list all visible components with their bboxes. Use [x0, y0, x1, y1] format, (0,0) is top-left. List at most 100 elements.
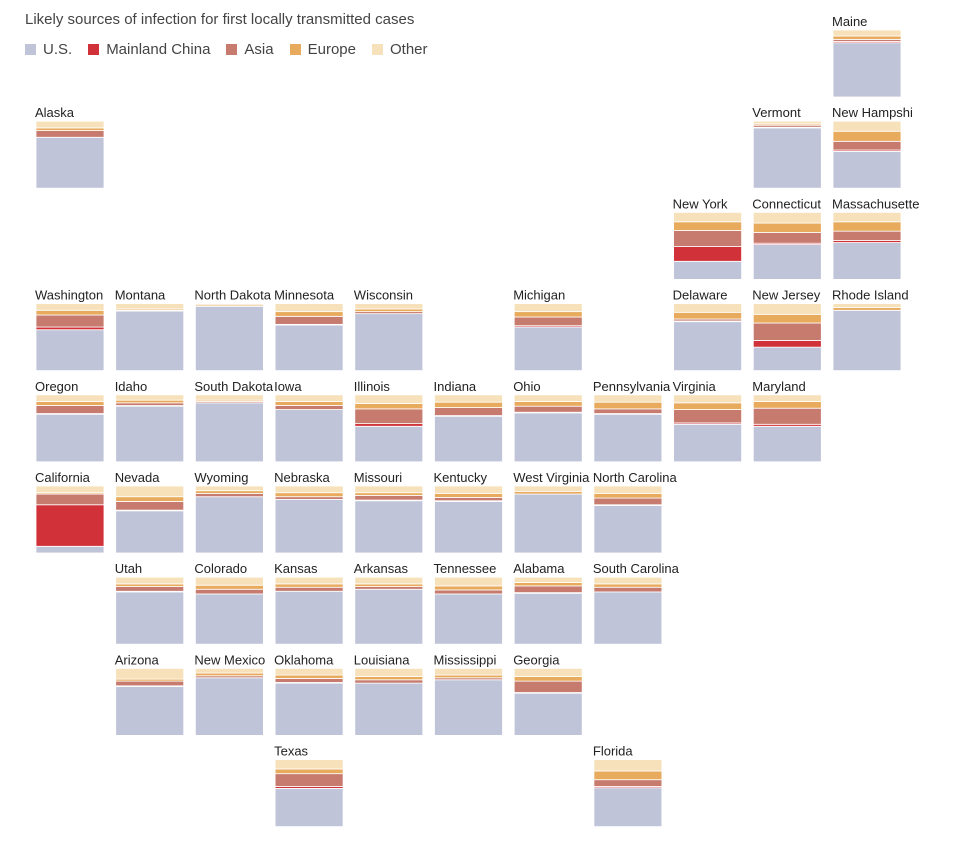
bar-segment-us — [434, 679, 503, 736]
bar-segment-europe — [513, 676, 583, 682]
bar-segment-europe — [593, 492, 663, 499]
bar-segment-us — [593, 413, 663, 463]
bar-segment-asia — [274, 315, 344, 325]
state-label: Maryland — [752, 379, 805, 394]
bar-segment-asia — [593, 779, 663, 787]
bar-segment-europe — [832, 130, 902, 142]
bar-segment-europe — [673, 402, 742, 410]
bar-segment-europe — [673, 311, 742, 320]
state-label: Kentucky — [434, 470, 488, 485]
state-label: Arizona — [115, 652, 160, 667]
bar-segment-other — [115, 668, 185, 680]
state-label: Nevada — [115, 470, 161, 485]
bar-segment-us — [513, 412, 583, 463]
state-label: Maine — [832, 14, 867, 29]
bar-segment-asia — [35, 130, 105, 138]
bar-segment-europe — [513, 311, 583, 318]
bar-segment-other — [832, 120, 902, 132]
state-tile-north-dakota: North Dakota — [194, 288, 272, 371]
bar-segment-china — [354, 423, 424, 427]
state-tile-georgia: Georgia — [513, 652, 583, 736]
bar-segment-asia — [354, 494, 424, 501]
bar-segment-asia — [194, 588, 264, 595]
bar-segment-other — [673, 211, 742, 223]
legend-label-china: Mainland China — [106, 41, 211, 58]
bar-segment-us — [434, 415, 503, 463]
bar-segment-other — [832, 29, 902, 37]
bar-segment-asia — [115, 501, 185, 511]
bar-segment-other — [832, 303, 902, 309]
bar-segment-us — [354, 588, 424, 645]
bar-segment-us — [274, 590, 344, 645]
legend-item-other: Other — [371, 41, 428, 58]
bar-segment-us — [194, 305, 264, 371]
bar-segment-other — [832, 211, 902, 223]
bar-segment-us — [673, 321, 742, 372]
state-label: Wisconsin — [354, 288, 413, 303]
state-tile-alaska: Alaska — [35, 105, 105, 189]
state-label: Kansas — [274, 561, 318, 576]
state-tile-texas: Texas — [274, 744, 344, 827]
state-tile-maryland: Maryland — [752, 379, 822, 463]
bar-segment-europe — [354, 583, 424, 587]
state-label: New York — [673, 196, 728, 211]
bar-segment-other — [274, 485, 344, 494]
state-tile-kansas: Kansas — [274, 561, 344, 645]
bar-segment-other — [752, 211, 822, 224]
bar-segment-us — [354, 425, 424, 463]
state-label: New Jersey — [752, 288, 820, 303]
bar-segment-other — [752, 120, 822, 125]
bar-segment-asia — [752, 407, 822, 425]
state-label: West Virginia — [513, 470, 590, 485]
bar-segment-other — [274, 303, 344, 313]
bar-segment-asia — [752, 322, 822, 341]
bar-segment-asia — [115, 402, 185, 406]
bar-segment-other — [194, 668, 264, 674]
bar-segment-europe — [832, 307, 902, 311]
state-tile-massachusette: Massachusette — [832, 196, 919, 280]
legend-label-other: Other — [389, 41, 428, 58]
bar-segment-asia — [832, 140, 902, 151]
state-label: Tennessee — [434, 561, 497, 576]
bar-segment-other — [274, 394, 344, 402]
legend-item-us: U.S. — [25, 41, 72, 58]
bar-segment-europe — [752, 222, 822, 233]
bar-segment-other — [115, 485, 185, 498]
state-label: Minnesota — [274, 288, 335, 303]
bar-segment-europe — [513, 401, 583, 407]
state-tile-south-dakota: South Dakota — [194, 379, 274, 463]
state-tile-new-mexico: New Mexico — [194, 652, 265, 736]
bar-segment-other — [354, 668, 424, 677]
state-label: Texas — [274, 744, 308, 759]
bar-segment-asia — [513, 405, 583, 413]
bar-segment-other — [434, 576, 503, 587]
bar-segment-asia — [513, 316, 583, 327]
state-tile-idaho: Idaho — [115, 379, 185, 463]
bar-segment-other — [513, 303, 583, 313]
bar-segment-other — [673, 394, 742, 404]
bar-segment-us — [593, 787, 663, 827]
bar-segment-us — [673, 423, 742, 463]
state-label: Connecticut — [752, 196, 821, 211]
bar-segment-other — [593, 759, 663, 772]
bar-segment-other — [194, 485, 264, 492]
bar-segment-us — [593, 591, 663, 645]
bar-segment-china — [752, 340, 822, 348]
bar-segment-other — [354, 303, 424, 310]
bar-segment-europe — [194, 672, 264, 677]
legend-label-europe: Europe — [307, 41, 356, 58]
bar-segment-other — [593, 485, 663, 494]
state-tile-arizona: Arizona — [115, 652, 185, 736]
bar-segment-china — [35, 326, 105, 331]
bar-segment-us — [832, 242, 902, 280]
bar-segment-us — [115, 405, 185, 463]
bar-segment-other — [115, 394, 185, 401]
bar-segment-us — [35, 136, 105, 189]
state-tile-north-carolina: North Carolina — [593, 470, 677, 554]
bar-segment-asia — [673, 230, 742, 247]
state-tile-maine: Maine — [832, 14, 902, 98]
bar-segment-asia — [354, 408, 424, 425]
bar-segment-us — [194, 593, 264, 645]
state-label: Rhode Island — [832, 288, 909, 303]
